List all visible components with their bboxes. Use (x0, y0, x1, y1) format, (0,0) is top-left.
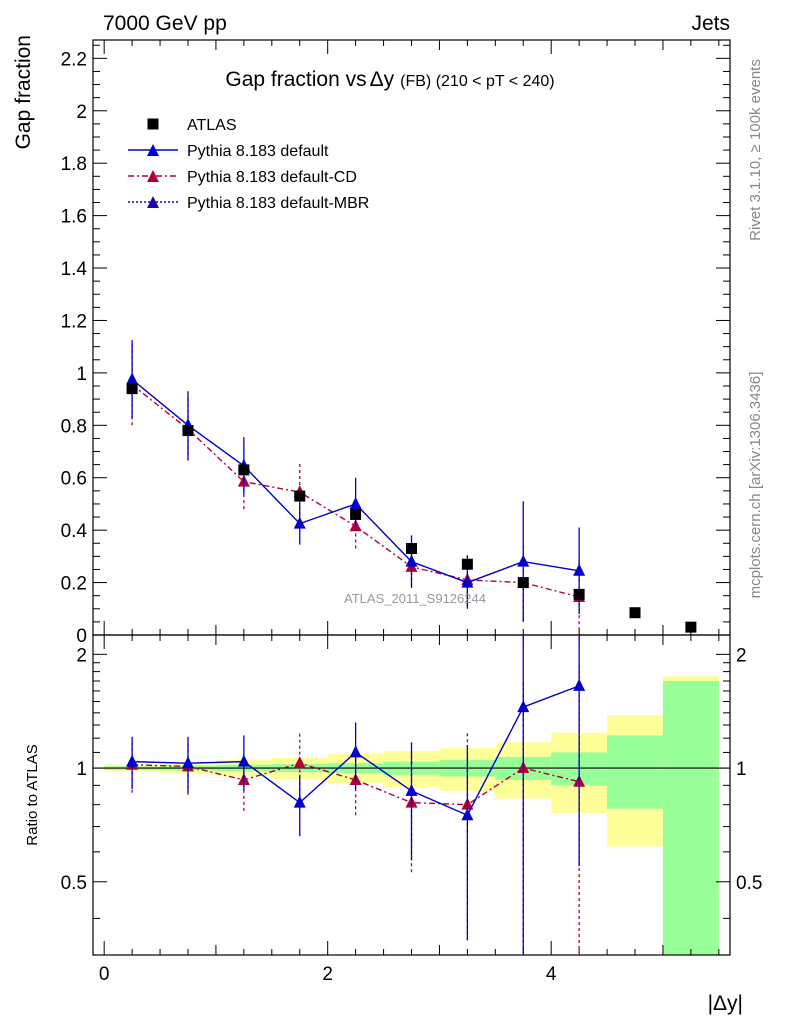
y-tick-label-2: 0.4 (61, 521, 88, 542)
y-axis-label-bottom: Ratio to ATLAS (24, 744, 41, 845)
rivet-label: Rivet 3.1.10, ≥ 100k events (747, 59, 764, 241)
title-subtitle: (FB) (210 < pT < 240) (400, 73, 554, 90)
ratio-1-point (293, 756, 306, 769)
mcplots-label: mcplots.cern.ch [arXiv:1306.3436] (747, 372, 764, 599)
y-tick-label-10: 2 (76, 102, 87, 123)
legend: ATLAS Pythia 8.183 default Pythia 8.183 de… (128, 117, 369, 212)
atlas-point (573, 588, 585, 600)
x-axis-label: |Δy| (708, 992, 743, 1015)
ratio-0-point (181, 756, 194, 769)
atlas-point (238, 464, 250, 476)
ratio-0-point (349, 745, 362, 758)
atlas-point (629, 607, 641, 619)
series-0-point (405, 554, 418, 567)
legend-label-1: Pythia 8.183 default (187, 143, 329, 160)
main-panel: 0 0.2 0.4 0.6 0.8 1 1.2 1.4 1.6 1.8 2 2.2 (61, 39, 731, 647)
y-tick-label-6: 1.2 (61, 311, 87, 332)
ratio-tick-label-right-0: 0.5 (736, 873, 762, 894)
y-tick-label-0: 0 (76, 626, 87, 647)
series-0-point (126, 372, 139, 385)
green-band-9 (607, 735, 663, 809)
header-energy: 7000 GeV pp (103, 12, 227, 35)
y-tick-label-9: 1.8 (61, 154, 87, 175)
ratio-tick-label-right-2: 2 (736, 645, 747, 666)
atlas-point (182, 425, 194, 437)
legend-marker-0 (147, 118, 159, 130)
title-text: Gap fraction vs (225, 68, 366, 91)
header-category: Jets (691, 12, 730, 35)
ratio-0-point (405, 783, 418, 796)
atlas-point (685, 621, 697, 633)
series-0-point (293, 516, 306, 529)
ratio-panel: 0.5 0.5 1 1 2 2 0 2 4 (61, 634, 762, 985)
atlas-point (406, 543, 417, 555)
ratio-0-point (237, 754, 250, 767)
ratio-0-point (126, 754, 139, 767)
legend-label-2: Pythia 8.183 default-CD (187, 169, 357, 186)
main-data (126, 340, 697, 635)
y-tick-label-11: 2.2 (61, 49, 87, 70)
series-0-point (573, 563, 586, 576)
ratio-tick-label-1: 1 (76, 759, 87, 780)
y-tick-label-7: 1.4 (61, 259, 88, 280)
y-axis-label-top: Gap fraction (12, 35, 35, 149)
title-variable: Δy (370, 68, 395, 91)
atlas-point (461, 558, 473, 570)
ratio-data (126, 635, 586, 955)
y-tick-label-3: 0.6 (61, 469, 87, 490)
legend-marker-2 (147, 170, 159, 182)
ratio-tick-label-right-1: 1 (736, 759, 747, 780)
atlas-point (517, 577, 529, 589)
y-tick-label-8: 1.6 (61, 207, 87, 228)
atlas-point (126, 383, 138, 395)
x-tick-label-2: 4 (546, 964, 557, 985)
x-tick-label-1: 2 (322, 964, 333, 985)
legend-label-0: ATLAS (187, 117, 237, 134)
y-tick-label-4: 0.8 (61, 416, 87, 437)
ratio-0-point (293, 795, 306, 808)
ratio-0-point (573, 678, 586, 691)
ratio-tick-label-0: 0.5 (61, 873, 87, 894)
atlas-point (294, 490, 306, 502)
series-0-point (349, 496, 362, 509)
series-0-point (517, 554, 530, 567)
legend-marker-3 (147, 196, 159, 208)
legend-label-3: Pythia 8.183 default-MBR (187, 195, 369, 212)
series-0-point (461, 575, 474, 588)
ratio-0-point (461, 808, 474, 821)
atlas-point (350, 508, 362, 520)
y-tick-label-1: 0.2 (61, 574, 87, 595)
ratio-0-point (517, 700, 530, 713)
legend-marker-1 (147, 144, 159, 156)
x-tick-label-0: 0 (99, 964, 110, 985)
y-tick-label-5: 1 (76, 364, 87, 385)
green-band-10 (662, 680, 719, 955)
ratio-tick-label-2: 2 (76, 645, 87, 666)
watermark: ATLAS_2011_S9126244 (344, 591, 486, 606)
ratio-line-1 (132, 762, 580, 806)
title-main: Gap fraction vs Δy (FB) (210 < pT < 240) (225, 68, 554, 91)
